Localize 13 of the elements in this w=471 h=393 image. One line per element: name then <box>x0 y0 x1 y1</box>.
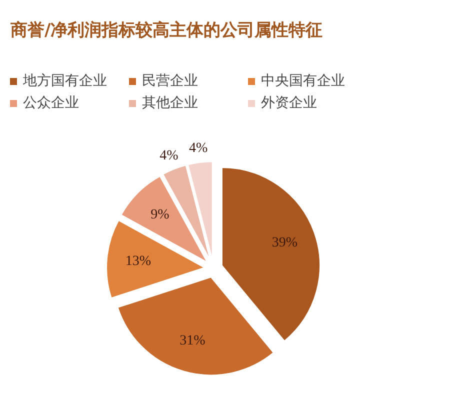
legend-label: 公众企业 <box>23 94 80 112</box>
chart-title: 商誉/净利润指标较高主体的公司属性特征 <box>10 20 323 40</box>
legend-label: 其他企业 <box>142 94 199 112</box>
legend-label: 外资企业 <box>261 94 318 112</box>
legend-label: 中央国有企业 <box>261 72 346 90</box>
legend-label: 民营企业 <box>142 72 199 90</box>
data-label: 13% <box>125 254 152 269</box>
data-label: 4% <box>189 140 208 156</box>
data-label: 9% <box>150 208 170 223</box>
legend-label: 地方国有企业 <box>23 72 108 90</box>
data-label: 4% <box>160 148 179 164</box>
data-label: 31% <box>180 334 206 349</box>
data-label: 39% <box>272 235 298 250</box>
